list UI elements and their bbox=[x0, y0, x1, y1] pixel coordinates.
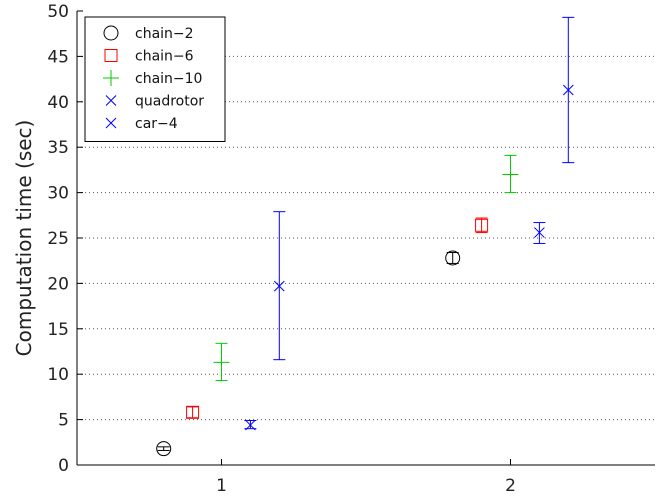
legend-item-1: chain−6 bbox=[104, 49, 194, 65]
legend-marker-2 bbox=[103, 70, 119, 86]
data-point-4-1 bbox=[562, 84, 574, 96]
y-tick-label-25: 25 bbox=[47, 229, 69, 249]
series-1 bbox=[186, 217, 489, 419]
y-axis-label: Computation time (sec) bbox=[12, 120, 36, 357]
error-bar-0-0 bbox=[157, 446, 170, 451]
data-point-3-0 bbox=[245, 419, 256, 431]
legend: chain−2 chain−6 chain−10 quadrotor car−4 bbox=[84, 16, 226, 142]
x-tick-label-1: 1 bbox=[216, 476, 227, 496]
axes bbox=[76, 10, 655, 466]
error-bar-1-1 bbox=[475, 217, 488, 234]
y-tick-label-35: 35 bbox=[47, 138, 69, 158]
y-tick-label-30: 30 bbox=[47, 184, 69, 204]
data-point-1-0 bbox=[186, 405, 200, 419]
x-tick-label-2: 2 bbox=[505, 476, 516, 496]
legend-label-0: chain−2 bbox=[135, 26, 194, 42]
data-point-3-1 bbox=[534, 227, 545, 238]
data-point-2-1 bbox=[502, 166, 519, 183]
legend-label-4: car−4 bbox=[135, 116, 178, 132]
legend-item-3: quadrotor bbox=[105, 94, 204, 110]
legend-label-1: chain−6 bbox=[135, 49, 194, 65]
data-point-2-0 bbox=[213, 354, 230, 371]
y-tick-label-40: 40 bbox=[47, 93, 69, 113]
y-tick-label-20: 20 bbox=[47, 274, 69, 294]
data-point-0-0 bbox=[156, 441, 172, 457]
legend-item-4: car−4 bbox=[105, 116, 178, 132]
legend-marker-0 bbox=[103, 25, 119, 41]
legend-item-2: chain−10 bbox=[103, 70, 202, 87]
y-tick-label-0: 0 bbox=[58, 456, 69, 476]
series-2 bbox=[213, 154, 519, 382]
series-0 bbox=[156, 250, 461, 457]
legend-marker-4 bbox=[105, 117, 117, 129]
tick-labels: 0 5 10 15 20 25 30 35 40 45 50 1 2 bbox=[47, 2, 516, 496]
y-tick-label-50: 50 bbox=[47, 2, 69, 22]
y-tick-label-15: 15 bbox=[47, 320, 69, 340]
legend-item-0: chain−2 bbox=[103, 25, 194, 42]
legend-marker-1 bbox=[104, 49, 118, 62]
error-bar-1-0 bbox=[186, 406, 199, 419]
y-tick-label-10: 10 bbox=[47, 365, 69, 385]
data-marks bbox=[156, 16, 575, 457]
data-point-1-1 bbox=[475, 218, 489, 232]
legend-marker-3 bbox=[105, 95, 117, 106]
series-4 bbox=[273, 16, 575, 361]
data-point-4-0 bbox=[273, 280, 285, 292]
data-point-0-1 bbox=[445, 250, 461, 266]
y-tick-label-45: 45 bbox=[47, 47, 69, 67]
error-bar-0-1 bbox=[446, 252, 459, 264]
legend-label-3: quadrotor bbox=[135, 94, 204, 110]
series-3 bbox=[244, 222, 546, 431]
legend-label-2: chain−10 bbox=[135, 71, 202, 87]
y-tick-label-5: 5 bbox=[58, 411, 69, 431]
